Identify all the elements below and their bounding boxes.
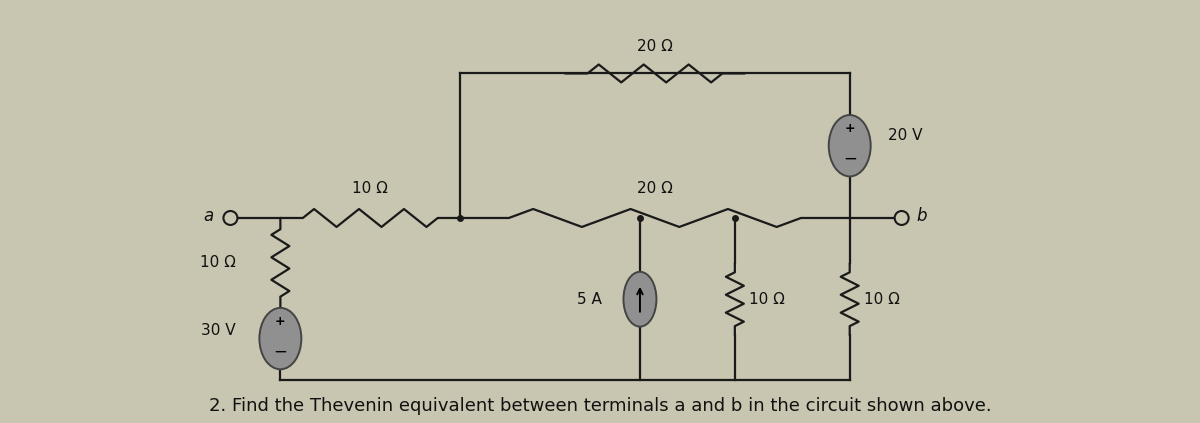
Circle shape	[895, 211, 908, 225]
Circle shape	[223, 211, 238, 225]
Text: 10 Ω: 10 Ω	[353, 181, 389, 196]
Text: 2. Find the Thevenin equivalent between terminals a and b in the circuit shown a: 2. Find the Thevenin equivalent between …	[209, 397, 991, 415]
Ellipse shape	[829, 115, 871, 176]
Ellipse shape	[624, 272, 656, 327]
Text: +: +	[275, 315, 286, 328]
Text: 10 Ω: 10 Ω	[749, 292, 785, 307]
Text: 20 V: 20 V	[888, 128, 922, 143]
Text: 5 A: 5 A	[577, 292, 602, 307]
Text: 20 Ω: 20 Ω	[637, 38, 673, 54]
Text: +: +	[845, 123, 856, 135]
Text: b: b	[917, 207, 926, 225]
Text: 30 V: 30 V	[200, 323, 235, 338]
Text: a: a	[203, 207, 214, 225]
Text: −: −	[842, 150, 857, 168]
Text: −: −	[274, 343, 287, 361]
Ellipse shape	[259, 308, 301, 369]
Text: 10 Ω: 10 Ω	[864, 292, 900, 307]
Text: 20 Ω: 20 Ω	[637, 181, 673, 196]
Text: 10 Ω: 10 Ω	[199, 255, 235, 270]
